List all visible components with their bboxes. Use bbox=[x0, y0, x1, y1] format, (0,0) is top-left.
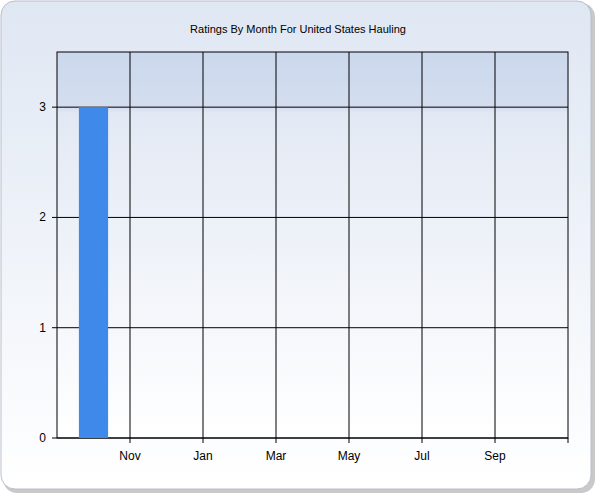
tick-x bbox=[130, 438, 131, 443]
grid-line-y bbox=[57, 217, 568, 218]
bar bbox=[371, 438, 400, 439]
grid bbox=[52, 52, 568, 443]
bar bbox=[298, 438, 327, 439]
tick-y bbox=[52, 217, 57, 218]
tick-label-y: 1 bbox=[39, 321, 46, 335]
tick-y bbox=[52, 438, 57, 439]
chart-root: Ratings By Month For United States Hauli… bbox=[0, 0, 600, 500]
bar bbox=[152, 438, 181, 439]
grid-line-y bbox=[57, 327, 568, 328]
tick-y bbox=[52, 107, 57, 108]
bar bbox=[225, 438, 254, 439]
bar bbox=[444, 438, 473, 439]
tick-label-x: Nov bbox=[119, 449, 140, 463]
tick-x bbox=[495, 438, 496, 443]
panel-shadow bbox=[3, 3, 595, 493]
grid-line-x bbox=[203, 52, 204, 438]
tick-label-x: Mar bbox=[266, 449, 287, 463]
grid-line-x bbox=[422, 52, 423, 438]
tick-x bbox=[349, 438, 350, 443]
tick-x bbox=[422, 438, 423, 443]
tick-x bbox=[276, 438, 277, 443]
plot-area bbox=[57, 52, 568, 438]
grid-line-x bbox=[276, 52, 277, 438]
title: Ratings By Month For United States Hauli… bbox=[190, 23, 406, 35]
bar bbox=[188, 438, 217, 439]
tick-label-x: Jan bbox=[193, 449, 212, 463]
tick-y bbox=[52, 327, 57, 328]
bar bbox=[517, 438, 546, 439]
tick-label-x: Sep bbox=[484, 449, 506, 463]
tick-label-x: Jul bbox=[414, 449, 429, 463]
bar bbox=[480, 438, 509, 439]
tick-label-y: 3 bbox=[39, 100, 46, 114]
bar bbox=[79, 107, 108, 438]
bars bbox=[79, 107, 108, 438]
tick-label-y: 0 bbox=[39, 431, 46, 445]
grid-line-x bbox=[349, 52, 350, 438]
panel bbox=[1, 1, 591, 489]
grid-line-y bbox=[57, 107, 568, 108]
tick-label-x: May bbox=[338, 449, 361, 463]
bar bbox=[261, 438, 290, 439]
tick-x-edge bbox=[568, 438, 569, 443]
tick-label-y: 2 bbox=[39, 210, 46, 224]
tick-x bbox=[203, 438, 204, 443]
grid-line-x bbox=[495, 52, 496, 438]
bar bbox=[407, 438, 436, 439]
bar bbox=[115, 438, 144, 439]
grid-line-x bbox=[130, 52, 131, 438]
bar bbox=[334, 438, 363, 439]
plot-frame bbox=[57, 52, 568, 438]
